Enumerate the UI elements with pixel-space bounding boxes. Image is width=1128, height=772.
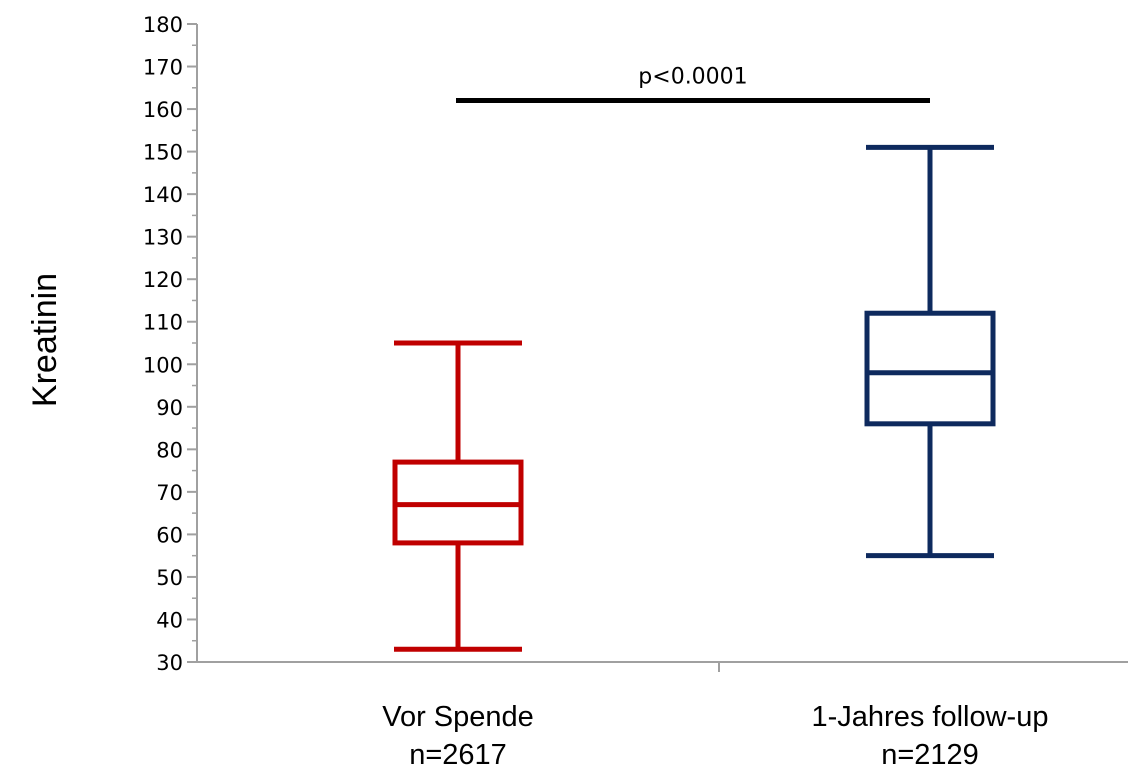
category-n-label: n=2129 <box>881 739 979 771</box>
y-tick-label: 150 <box>143 141 183 165</box>
box-1 <box>392 340 524 652</box>
p-value-label: p<0.0001 <box>638 65 747 90</box>
category-n-label: n=2617 <box>409 739 507 771</box>
y-tick-label: 140 <box>143 183 183 207</box>
y-tick-label: 120 <box>143 268 183 292</box>
significance-annotation: p<0.0001 <box>456 65 930 104</box>
y-tick-label: 90 <box>156 396 183 420</box>
category-labels: Vor Spende n=2617 1-Jahres follow-up n=2129 <box>382 701 1048 771</box>
y-tick-label: 80 <box>156 438 183 462</box>
y-axis-label: Kreatinin <box>26 273 64 407</box>
y-tick-label: 130 <box>143 226 183 250</box>
y-tick-label: 50 <box>156 566 183 590</box>
box-2 <box>864 144 996 559</box>
y-tick-label: 100 <box>143 353 183 377</box>
y-tick-label: 170 <box>143 56 183 80</box>
y-tick-label: 30 <box>156 651 183 675</box>
y-tick-label: 70 <box>156 481 183 505</box>
y-tick-label: 180 <box>143 13 183 37</box>
y-axis-ticks: 30 40 50 60 70 80 90 100 110 120 130 140 150 160 170 18… <box>143 13 197 675</box>
axes <box>196 24 1128 672</box>
interquartile-box <box>864 310 996 427</box>
y-tick-label: 40 <box>156 608 183 632</box>
y-tick-label: 60 <box>156 523 183 547</box>
category-label: Vor Spende <box>382 701 534 733</box>
y-tick-label: 110 <box>143 311 183 335</box>
boxes <box>392 144 996 652</box>
category-label: 1-Jahres follow-up <box>812 701 1049 733</box>
y-tick-label: 160 <box>143 98 183 122</box>
